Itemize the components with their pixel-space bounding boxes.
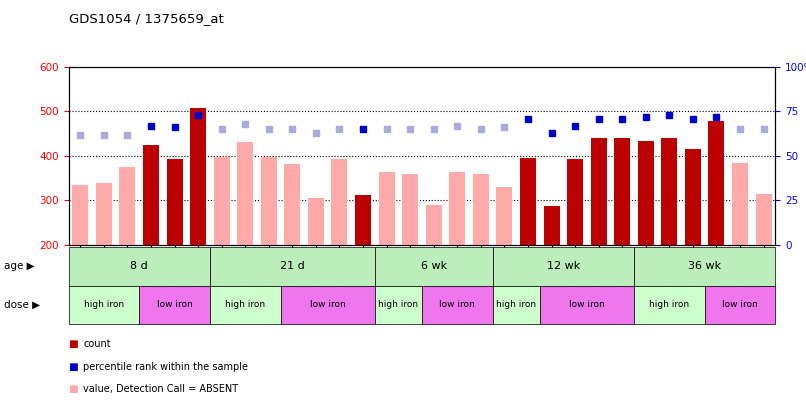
- Bar: [261, 157, 276, 245]
- Bar: [210, 247, 375, 286]
- Bar: [308, 198, 324, 245]
- Bar: [732, 162, 748, 245]
- Bar: [473, 174, 489, 245]
- Text: high iron: high iron: [378, 300, 418, 309]
- Bar: [567, 159, 583, 245]
- Text: 6 wk: 6 wk: [421, 261, 447, 271]
- Text: GDS1054 / 1375659_at: GDS1054 / 1375659_at: [69, 12, 223, 25]
- Text: high iron: high iron: [225, 300, 265, 309]
- Bar: [190, 108, 206, 245]
- Bar: [280, 286, 375, 324]
- Text: high iron: high iron: [496, 300, 536, 309]
- Bar: [755, 194, 771, 245]
- Bar: [449, 172, 465, 245]
- Bar: [591, 138, 607, 245]
- Bar: [496, 187, 513, 245]
- Bar: [355, 195, 371, 245]
- Bar: [634, 286, 704, 324]
- Bar: [143, 145, 159, 245]
- Text: high iron: high iron: [650, 300, 689, 309]
- Text: count: count: [83, 339, 110, 349]
- Text: low iron: low iron: [156, 300, 193, 309]
- Bar: [426, 205, 442, 245]
- Text: dose ▶: dose ▶: [4, 300, 40, 310]
- Text: age ▶: age ▶: [4, 261, 35, 271]
- Bar: [422, 286, 492, 324]
- Bar: [285, 164, 301, 245]
- Text: ■: ■: [69, 339, 78, 349]
- Bar: [214, 157, 230, 245]
- Bar: [375, 286, 422, 324]
- Bar: [69, 247, 210, 286]
- Text: 8 d: 8 d: [131, 261, 148, 271]
- Text: low iron: low iron: [569, 300, 604, 309]
- Bar: [331, 160, 347, 245]
- Bar: [704, 286, 775, 324]
- Bar: [685, 149, 701, 245]
- Bar: [520, 158, 536, 245]
- Text: percentile rank within the sample: percentile rank within the sample: [83, 362, 248, 371]
- Bar: [708, 121, 725, 245]
- Bar: [73, 185, 89, 245]
- Bar: [634, 247, 775, 286]
- Text: low iron: low iron: [439, 300, 476, 309]
- Text: ■: ■: [69, 362, 78, 371]
- Text: value, Detection Call = ABSENT: value, Detection Call = ABSENT: [83, 384, 238, 394]
- Text: ■: ■: [69, 384, 78, 394]
- Bar: [210, 286, 280, 324]
- Bar: [492, 247, 634, 286]
- Bar: [543, 206, 559, 245]
- Bar: [379, 172, 395, 245]
- Text: 12 wk: 12 wk: [546, 261, 580, 271]
- Bar: [167, 160, 182, 245]
- Bar: [237, 142, 253, 245]
- Bar: [540, 286, 634, 324]
- Bar: [96, 183, 112, 245]
- Text: 21 d: 21 d: [280, 261, 305, 271]
- Text: 36 wk: 36 wk: [688, 261, 721, 271]
- Bar: [662, 138, 677, 245]
- Bar: [492, 286, 540, 324]
- Text: high iron: high iron: [84, 300, 124, 309]
- Bar: [119, 167, 135, 245]
- Text: low iron: low iron: [310, 300, 346, 309]
- Bar: [638, 141, 654, 245]
- Bar: [69, 286, 139, 324]
- Bar: [139, 286, 210, 324]
- Bar: [375, 247, 492, 286]
- Text: low iron: low iron: [722, 300, 758, 309]
- Bar: [614, 138, 630, 245]
- Bar: [402, 174, 418, 245]
